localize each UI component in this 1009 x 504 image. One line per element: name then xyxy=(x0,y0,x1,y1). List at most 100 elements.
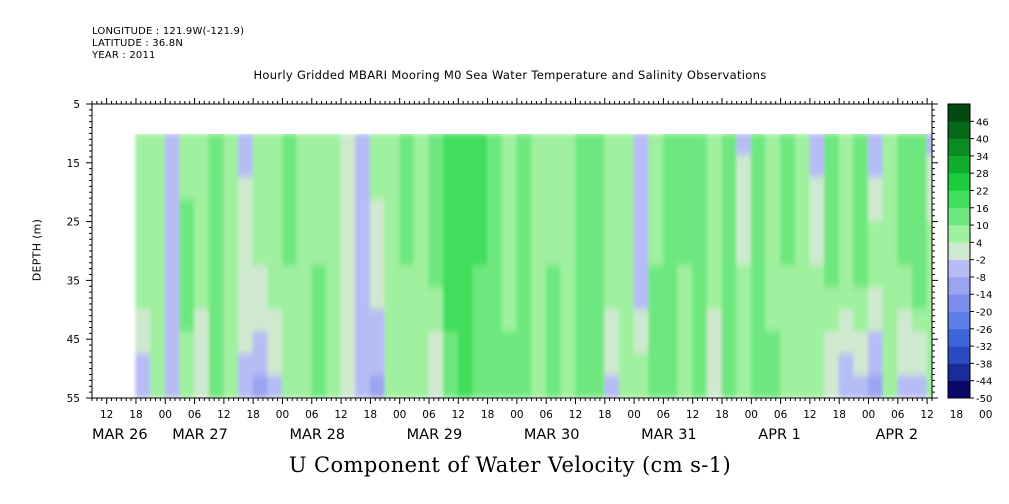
colorbar-label: -38 xyxy=(976,359,992,370)
heatmap-cell xyxy=(809,154,826,178)
heatmap-cell xyxy=(150,177,166,201)
heatmap-cell xyxy=(721,287,738,311)
heatmap-cell xyxy=(809,353,826,377)
colorbar-label: -50 xyxy=(976,394,992,405)
heatmap-cell xyxy=(516,243,533,267)
heatmap-cell xyxy=(692,243,708,267)
heatmap-cell xyxy=(882,243,899,267)
x-hour-label: 18 xyxy=(598,409,611,421)
x-hour-label: 12 xyxy=(803,409,816,421)
heatmap-cell xyxy=(765,243,782,267)
heatmap-cell xyxy=(252,287,269,311)
heatmap-cell xyxy=(736,375,752,398)
heatmap-cell xyxy=(560,154,576,178)
heatmap-cell xyxy=(472,353,489,377)
heatmap-cell xyxy=(853,353,870,377)
heatmap-cell xyxy=(443,309,459,333)
heatmap-cell xyxy=(809,243,826,267)
heatmap-cell xyxy=(238,221,254,245)
x-hour-label: 06 xyxy=(539,409,553,421)
colorbar-label: -8 xyxy=(976,273,986,284)
heatmap-cell xyxy=(765,375,782,398)
heatmap-cell xyxy=(252,375,269,398)
heatmap-cell xyxy=(736,154,752,178)
heatmap-cell xyxy=(296,177,313,201)
heatmap-cell xyxy=(721,221,738,245)
heatmap-cell xyxy=(457,199,474,223)
colorbar-swatch xyxy=(948,363,970,382)
heatmap-cell xyxy=(882,309,899,333)
colorbar-swatch xyxy=(948,207,970,226)
heatmap-cell xyxy=(560,134,576,156)
heatmap-cell xyxy=(238,309,254,333)
heatmap-cell xyxy=(267,265,283,289)
heatmap-cell xyxy=(633,154,650,178)
heatmap-cell xyxy=(545,177,562,201)
heatmap-cell xyxy=(428,309,445,333)
heatmap-cell xyxy=(267,309,283,333)
heatmap-cell xyxy=(399,243,415,267)
x-hour-label: 06 xyxy=(305,409,319,421)
heatmap-cell xyxy=(868,353,884,377)
heatmap-cell xyxy=(355,287,371,311)
x-hour-label: 12 xyxy=(100,409,113,421)
heatmap-cell xyxy=(589,375,606,398)
heatmap-cell xyxy=(428,243,445,267)
heatmap-cell xyxy=(721,134,738,156)
x-hour-label: 12 xyxy=(217,409,230,421)
heatmap-cell xyxy=(897,287,913,311)
heatmap-cell xyxy=(399,309,415,333)
heatmap-cell xyxy=(794,134,811,156)
heatmap-cell xyxy=(604,331,620,355)
x-hour-label: 18 xyxy=(950,409,963,421)
heatmap-cell xyxy=(911,287,928,311)
heatmap-cell xyxy=(501,375,518,398)
heatmap-cell xyxy=(164,309,181,333)
heatmap-cell xyxy=(911,243,928,267)
heatmap-cell xyxy=(750,134,767,156)
heatmap-cell xyxy=(838,265,855,289)
heatmap-cell xyxy=(340,287,357,311)
heatmap-cell xyxy=(267,287,283,311)
heatmap-cell xyxy=(150,221,166,245)
year-label: YEAR : 2011 xyxy=(92,50,156,61)
heatmap-cell xyxy=(589,199,606,223)
heatmap-cell xyxy=(604,265,620,289)
heatmap-cell xyxy=(531,154,547,178)
heatmap-cell xyxy=(296,309,313,333)
heatmap-cell xyxy=(135,265,152,289)
x-hour-label: 12 xyxy=(452,409,465,421)
heatmap-cell xyxy=(765,199,782,223)
heatmap-cell xyxy=(267,353,283,377)
heatmap-cell xyxy=(618,265,635,289)
heatmap-cell xyxy=(150,154,166,178)
heatmap-cell xyxy=(780,154,796,178)
heatmap-cell xyxy=(281,353,298,377)
heatmap-cell xyxy=(443,177,459,201)
heatmap-cell xyxy=(413,221,430,245)
heatmap-cell xyxy=(545,287,562,311)
heatmap-cell xyxy=(560,353,576,377)
heatmap-cell xyxy=(311,243,327,267)
heatmap-cell xyxy=(618,375,635,398)
heatmap-cell xyxy=(838,353,855,377)
heatmap-cell xyxy=(223,353,240,377)
heatmap-cell xyxy=(355,134,371,156)
heatmap-cell xyxy=(692,265,708,289)
heatmap-cell xyxy=(428,265,445,289)
heatmap-cell xyxy=(135,154,152,178)
heatmap-cell xyxy=(267,375,283,398)
heatmap-cell xyxy=(501,199,518,223)
heatmap-cell xyxy=(809,177,826,201)
heatmap-cell xyxy=(150,375,166,398)
heatmap-cell xyxy=(706,221,723,245)
heatmap-cell xyxy=(633,199,650,223)
heatmap-cell xyxy=(589,331,606,355)
heatmap-cell xyxy=(868,331,884,355)
heatmap-cell xyxy=(281,265,298,289)
heatmap-cell xyxy=(765,134,782,156)
heatmap-cell xyxy=(179,287,196,311)
heatmap-cell xyxy=(677,331,694,355)
heatmap-cell xyxy=(311,177,327,201)
